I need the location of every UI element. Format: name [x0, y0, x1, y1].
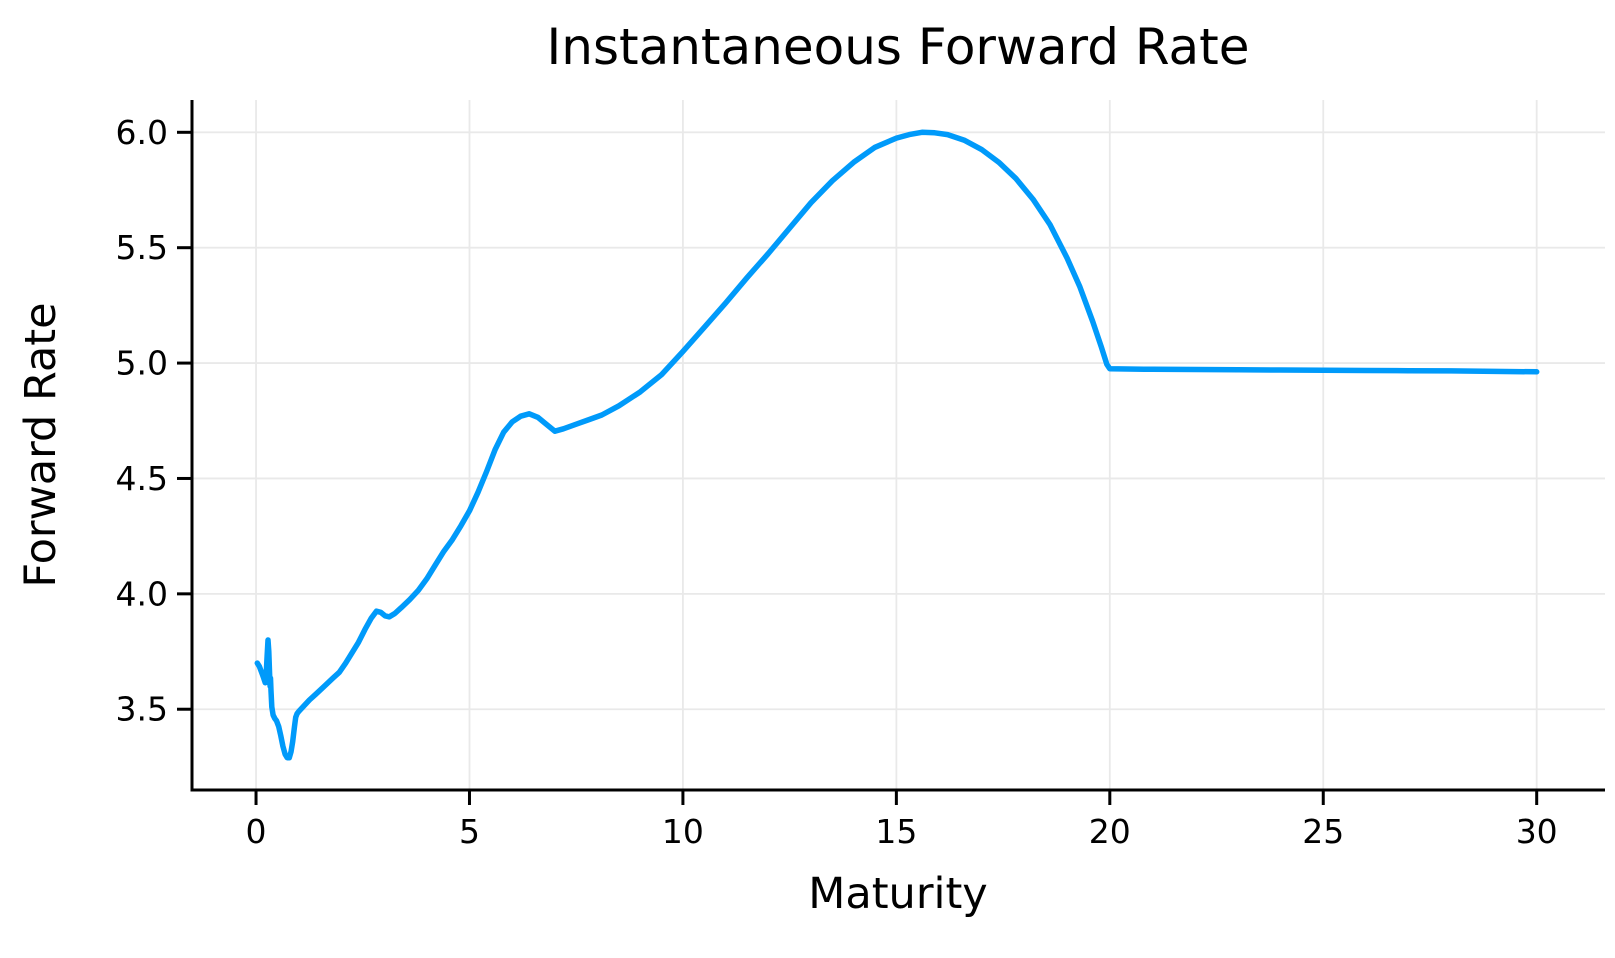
- x-tick-label: 10: [662, 812, 704, 851]
- chart-title: Instantaneous Forward Rate: [547, 18, 1250, 76]
- y-axis-label: Forward Rate: [16, 302, 66, 587]
- grid: [192, 100, 1605, 790]
- y-tick-label: 5.0: [116, 344, 168, 383]
- y-tick-label: 4.5: [116, 459, 168, 498]
- y-tick-label: 5.5: [116, 228, 168, 267]
- x-tick-label: 0: [246, 812, 267, 851]
- axes: 0 5 10 15 20 25 30 3.5 4.0 4.5 5.0 5.5 6.0: [116, 100, 1605, 851]
- x-tick-label: 5: [459, 812, 480, 851]
- x-tick-label: 15: [875, 812, 917, 851]
- series: [254, 129, 1540, 761]
- forward-rate-line: [254, 129, 1540, 761]
- x-tick-label: 25: [1302, 812, 1344, 851]
- y-tick-label: 4.0: [116, 574, 168, 613]
- y-tick-label: 6.0: [116, 113, 168, 152]
- y-tick-label: 3.5: [116, 690, 168, 729]
- x-axis-label: Maturity: [808, 869, 988, 919]
- x-tick-label: 20: [1089, 812, 1131, 851]
- x-tick-label: 30: [1516, 812, 1558, 851]
